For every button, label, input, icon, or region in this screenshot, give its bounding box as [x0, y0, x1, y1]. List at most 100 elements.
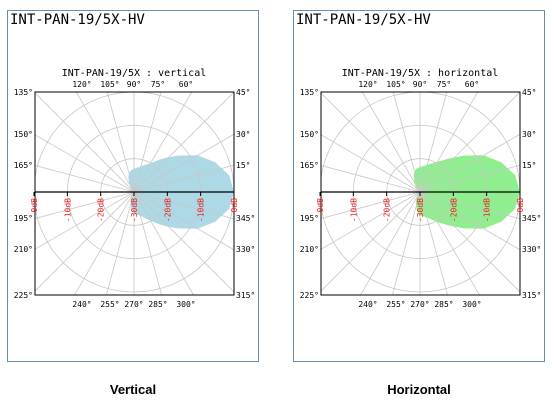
- grid-spoke: [133, 191, 234, 251]
- db-label: -20dB: [383, 198, 392, 222]
- angle-label-right: 15°: [522, 161, 536, 170]
- grid-spoke: [419, 191, 480, 295]
- db-label: -30dB: [416, 198, 425, 222]
- grid-spoke: [419, 92, 520, 193]
- angle-label-left: 165°: [300, 161, 319, 170]
- db-label: -10dB: [349, 198, 358, 222]
- angle-label-top: 105°: [100, 80, 119, 89]
- db-label: 0dB: [316, 198, 325, 213]
- angle-label-left: 210°: [300, 245, 319, 254]
- db-label: 0dB: [230, 198, 239, 213]
- angle-label-bottom: 255°: [100, 300, 119, 309]
- grid-spoke: [35, 191, 135, 292]
- angle-label-top: 75°: [437, 80, 451, 89]
- angle-label-left: 225°: [300, 291, 319, 300]
- grid-spoke: [133, 92, 234, 193]
- angle-label-left: 150°: [300, 130, 319, 139]
- grid-spoke: [35, 191, 135, 219]
- grid-spoke: [133, 191, 234, 220]
- angle-label-left: 225°: [14, 291, 33, 300]
- angle-label-bottom: 285°: [434, 300, 453, 309]
- chart-title: INT-PAN-19/5X : horizontal: [342, 68, 499, 79]
- grid-spoke: [133, 133, 234, 193]
- grid-spoke: [35, 191, 135, 250]
- grid-spoke: [419, 191, 520, 251]
- grid-spoke: [419, 164, 520, 193]
- angle-label-left: 135°: [14, 88, 33, 97]
- angle-label-bottom: 300°: [176, 300, 195, 309]
- grid-spoke: [133, 191, 194, 295]
- angle-label-top: 120°: [358, 80, 377, 89]
- angle-label-right: 15°: [236, 161, 250, 170]
- angle-label-right: 30°: [236, 130, 250, 139]
- angle-label-left: 135°: [300, 88, 319, 97]
- grid-spoke: [35, 165, 135, 193]
- grid-spoke: [321, 92, 421, 193]
- angle-label-left: 210°: [14, 245, 33, 254]
- angle-label-bottom: 255°: [386, 300, 405, 309]
- angle-label-right: 315°: [236, 291, 255, 300]
- grid-spoke: [391, 191, 421, 295]
- angle-label-right: 345°: [522, 214, 541, 223]
- angle-label-bottom: 270°: [124, 300, 143, 309]
- grid-spoke: [361, 92, 421, 193]
- db-label: -10dB: [197, 198, 206, 222]
- db-label: 0dB: [30, 198, 39, 213]
- caption-vertical: Vertical: [109, 382, 157, 397]
- db-label: -30dB: [130, 198, 139, 222]
- grid-spoke: [321, 191, 421, 219]
- grid-spoke: [321, 165, 421, 193]
- angle-label-right: 315°: [522, 291, 541, 300]
- db-label: -20dB: [97, 198, 106, 222]
- grid-spoke: [419, 92, 479, 193]
- angle-label-bottom: 240°: [72, 300, 91, 309]
- grid-spoke: [74, 191, 135, 295]
- grid-spoke: [133, 191, 163, 295]
- grid-spoke: [35, 92, 135, 193]
- angle-label-top: 60°: [179, 80, 193, 89]
- angle-label-left: 195°: [300, 214, 319, 223]
- polar-chart-horizontal: 0dB -10dB -20dB -30dB -20dB -10dB 0dB INT-PAN-1…: [300, 68, 542, 309]
- grid-spoke: [133, 92, 162, 193]
- angle-label-top: 90°: [127, 80, 141, 89]
- grid-spoke: [133, 164, 234, 193]
- angle-label-bottom: 300°: [462, 300, 481, 309]
- grid-spoke: [321, 134, 421, 193]
- panel-header: INT-PAN-19/5X-HV: [10, 12, 145, 28]
- angle-label-bottom: 240°: [358, 300, 377, 309]
- angle-label-right: 45°: [236, 88, 250, 97]
- angle-label-right: 330°: [522, 245, 541, 254]
- db-label: -10dB: [63, 198, 72, 222]
- panel-header: INT-PAN-19/5X-HV: [296, 12, 431, 28]
- polar-chart-vertical: 0dB -10dB -20dB -30dB -20dB -10dB 0dB INT-PAN-1…: [14, 68, 256, 309]
- angle-label-top: 105°: [386, 80, 405, 89]
- angle-label-right: 345°: [236, 214, 255, 223]
- grid-spoke: [106, 92, 135, 193]
- angle-label-top: 75°: [151, 80, 165, 89]
- grid-spoke: [133, 191, 234, 293]
- db-label: -20dB: [163, 198, 172, 222]
- polar-panel-horizontal: INT-PAN-19/5X-HV 0dB -10dB -20dB -30dB -20dB…: [293, 10, 545, 362]
- grid-spoke: [419, 92, 448, 193]
- grid-spoke: [105, 191, 135, 295]
- angle-label-top: 60°: [465, 80, 479, 89]
- polar-panel-vertical: INT-PAN-19/5X-HV 0dB -10dB -20dB -30dB -20dB…: [7, 10, 259, 362]
- angle-label-left: 195°: [14, 214, 33, 223]
- grid-spoke: [419, 133, 520, 193]
- grid-spoke: [360, 191, 421, 295]
- angle-label-top: 90°: [413, 80, 427, 89]
- angle-label-bottom: 270°: [410, 300, 429, 309]
- chart-title: INT-PAN-19/5X : vertical: [62, 68, 207, 79]
- angle-label-right: 45°: [522, 88, 536, 97]
- grid-spoke: [35, 134, 135, 193]
- db-label: -20dB: [449, 198, 458, 222]
- angle-label-left: 165°: [14, 161, 33, 170]
- angle-label-top: 120°: [72, 80, 91, 89]
- db-label: 0dB: [516, 198, 525, 213]
- grid-spoke: [133, 92, 193, 193]
- grid-spoke: [419, 191, 520, 293]
- grid-spoke: [392, 92, 421, 193]
- grid-spoke: [75, 92, 135, 193]
- grid-spoke: [419, 191, 520, 220]
- angle-label-right: 30°: [522, 130, 536, 139]
